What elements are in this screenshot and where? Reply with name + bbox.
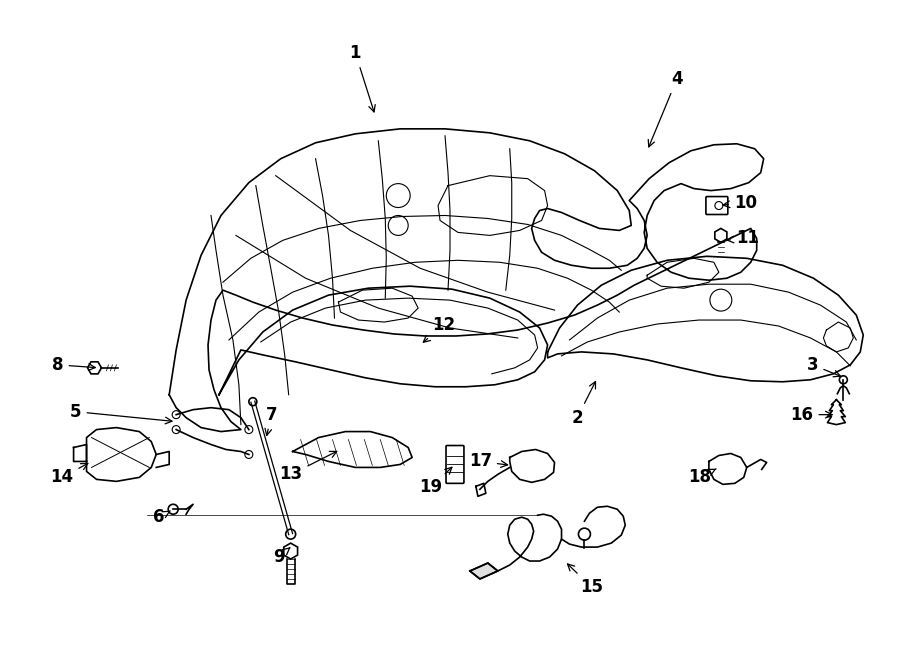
- Text: 9: 9: [273, 548, 290, 566]
- Text: 14: 14: [50, 463, 88, 486]
- Polygon shape: [470, 563, 498, 579]
- Text: 3: 3: [806, 356, 841, 377]
- Text: 6: 6: [154, 508, 170, 526]
- Text: 13: 13: [280, 451, 337, 483]
- Text: 4: 4: [648, 70, 683, 147]
- Text: 19: 19: [418, 467, 452, 496]
- Text: 11: 11: [727, 229, 759, 247]
- Text: 5: 5: [70, 403, 172, 424]
- Text: 17: 17: [469, 452, 508, 471]
- Text: 8: 8: [52, 356, 95, 374]
- Text: 18: 18: [688, 469, 716, 486]
- Text: 12: 12: [423, 316, 455, 342]
- Text: 10: 10: [723, 194, 757, 212]
- Text: 7: 7: [265, 406, 277, 436]
- Text: 1: 1: [349, 44, 375, 112]
- Text: 15: 15: [568, 564, 603, 596]
- Text: 2: 2: [572, 381, 596, 426]
- Text: 16: 16: [790, 406, 833, 424]
